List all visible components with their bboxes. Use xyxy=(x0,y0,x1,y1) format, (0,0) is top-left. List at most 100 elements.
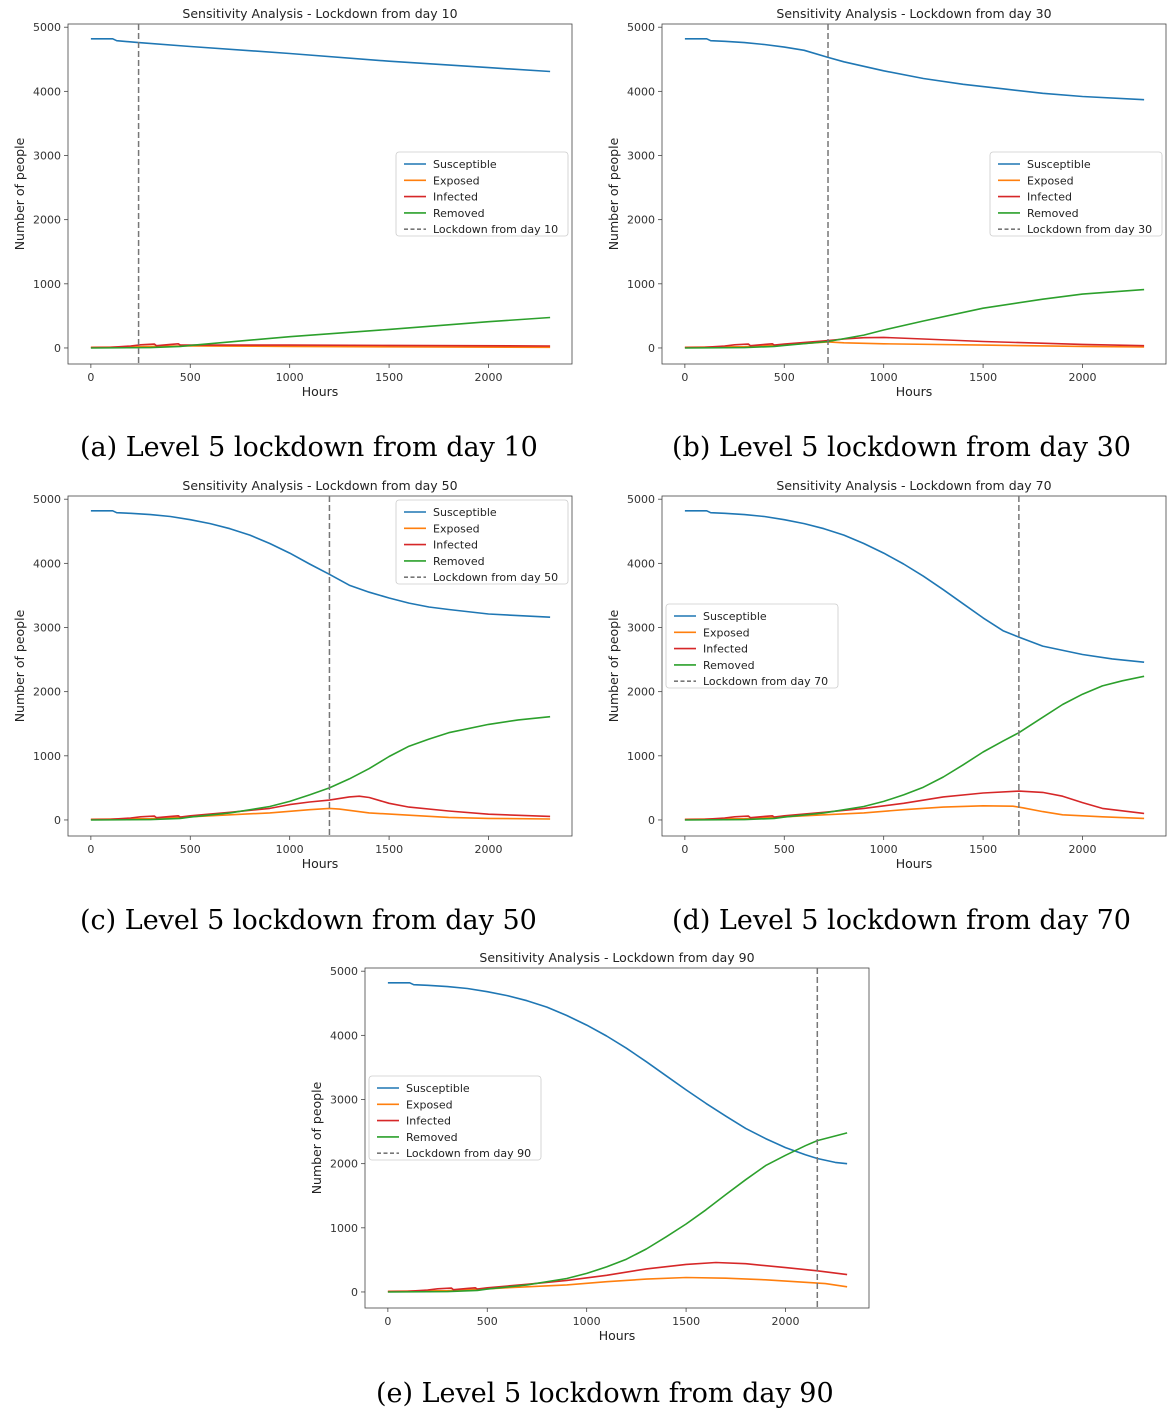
series-line-removed xyxy=(90,316,551,349)
x-tick-label: 1000 xyxy=(276,843,304,856)
x-tick-label: 500 xyxy=(180,843,201,856)
caption-c: (c) Level 5 lockdown from day 50 xyxy=(80,905,537,936)
y-tick-label: 0 xyxy=(648,342,655,355)
chart-title: Sensitivity Analysis - Lockdown from day… xyxy=(182,478,457,493)
x-tick-label: 1500 xyxy=(969,843,997,856)
legend-label: Susceptible xyxy=(433,506,497,519)
y-tick-label: 2000 xyxy=(627,686,655,699)
y-tick-label: 3000 xyxy=(627,150,655,163)
legend-label: Susceptible xyxy=(433,158,497,171)
y-tick-label: 0 xyxy=(351,1286,358,1299)
y-tick-label: 2000 xyxy=(330,1158,358,1171)
legend-box xyxy=(395,151,569,237)
legend-label: Susceptible xyxy=(1027,158,1091,171)
x-tick-label: 500 xyxy=(180,371,201,384)
x-tick-label: 2000 xyxy=(1068,371,1096,384)
legend-label: Removed xyxy=(703,659,755,672)
x-tick-label: 0 xyxy=(87,371,94,384)
x-tick-label: 1500 xyxy=(375,843,403,856)
legend-box xyxy=(368,1075,542,1161)
legend-label: Susceptible xyxy=(406,1082,470,1095)
x-tick-label: 2000 xyxy=(474,843,502,856)
chart-title: Sensitivity Analysis - Lockdown from day… xyxy=(776,6,1051,21)
y-axis-label: Number of people xyxy=(12,609,27,722)
plot-frame xyxy=(661,23,1167,365)
y-tick-label: 4000 xyxy=(33,85,61,98)
legend-label: Exposed xyxy=(406,1098,453,1111)
series-line-removed xyxy=(684,675,1145,821)
legend-label: Exposed xyxy=(703,626,750,639)
series-line-exposed xyxy=(684,341,1145,349)
chart-panel-c: Sensitivity Analysis - Lockdown from day… xyxy=(0,472,584,942)
series-line-infected xyxy=(90,795,551,821)
caption-a: (a) Level 5 lockdown from day 10 xyxy=(80,432,538,463)
y-tick-label: 1000 xyxy=(627,278,655,291)
x-axis-label: Hours xyxy=(896,384,933,399)
series-line-removed xyxy=(90,715,551,821)
y-tick-label: 3000 xyxy=(330,1094,358,1107)
x-tick-label: 1000 xyxy=(870,843,898,856)
legend-label: Infected xyxy=(703,643,748,656)
x-axis-label: Hours xyxy=(302,856,339,871)
x-tick-label: 0 xyxy=(384,1315,391,1328)
legend: Susceptible Exposed Infected Removed Lockdow… xyxy=(989,151,1163,237)
plot-frame xyxy=(364,967,870,1309)
chart-title: Sensitivity Analysis - Lockdown from day… xyxy=(479,950,754,965)
chart-panel-d: Sensitivity Analysis - Lockdown from day… xyxy=(594,472,1168,942)
x-tick-label: 2000 xyxy=(474,371,502,384)
y-tick-label: 2000 xyxy=(627,214,655,227)
legend: Susceptible Exposed Infected Removed Lockdow… xyxy=(368,1075,542,1161)
legend-box xyxy=(395,499,569,585)
chart-panel-a: Sensitivity Analysis - Lockdown from day… xyxy=(0,0,584,470)
chart-svg-3: Sensitivity Analysis - Lockdown from day… xyxy=(606,478,1167,871)
x-tick-label: 0 xyxy=(681,371,688,384)
y-tick-label: 1000 xyxy=(33,278,61,291)
y-tick-label: 5000 xyxy=(330,965,358,978)
y-axis-label: Number of people xyxy=(606,609,621,722)
legend-label: Exposed xyxy=(1027,174,1074,187)
y-tick-label: 4000 xyxy=(627,85,655,98)
series-line-susceptible xyxy=(387,982,848,1165)
chart-title: Sensitivity Analysis - Lockdown from day… xyxy=(182,6,457,21)
x-tick-label: 2000 xyxy=(1068,843,1096,856)
y-tick-label: 0 xyxy=(54,342,61,355)
series-line-susceptible xyxy=(90,510,551,618)
plot-frame xyxy=(661,495,1167,837)
chart-svg-0: Sensitivity Analysis - Lockdown from day… xyxy=(12,6,573,399)
y-tick-label: 5000 xyxy=(33,21,61,34)
series-line-susceptible xyxy=(684,38,1145,101)
y-tick-label: 3000 xyxy=(627,622,655,635)
x-tick-label: 500 xyxy=(774,371,795,384)
legend-label: Removed xyxy=(1027,207,1079,220)
y-tick-label: 0 xyxy=(648,814,655,827)
plot-frame xyxy=(67,495,573,837)
y-tick-label: 2000 xyxy=(33,686,61,699)
chart-panel-b: Sensitivity Analysis - Lockdown from day… xyxy=(594,0,1168,470)
legend: Susceptible Exposed Infected Removed Lockdow… xyxy=(395,151,569,237)
legend-box xyxy=(665,603,839,689)
legend-label: Lockdown from day 10 xyxy=(433,223,558,236)
chart-panel-e: Sensitivity Analysis - Lockdown from day… xyxy=(297,944,881,1412)
legend-label: Lockdown from day 50 xyxy=(433,571,558,584)
y-axis-label: Number of people xyxy=(606,137,621,250)
series-line-infected xyxy=(684,336,1145,349)
legend-label: Lockdown from day 90 xyxy=(406,1147,531,1160)
x-tick-label: 2000 xyxy=(771,1315,799,1328)
y-tick-label: 1000 xyxy=(330,1222,358,1235)
y-tick-label: 5000 xyxy=(627,21,655,34)
y-axis-label: Number of people xyxy=(309,1081,324,1194)
legend-label: Exposed xyxy=(433,174,480,187)
y-tick-label: 5000 xyxy=(627,493,655,506)
series-line-susceptible xyxy=(90,38,551,73)
y-tick-label: 0 xyxy=(54,814,61,827)
y-tick-label: 1000 xyxy=(627,750,655,763)
y-tick-label: 3000 xyxy=(33,150,61,163)
legend-label: Removed xyxy=(406,1131,458,1144)
chart-title: Sensitivity Analysis - Lockdown from day… xyxy=(776,478,1051,493)
plot-frame xyxy=(67,23,573,365)
x-tick-label: 1000 xyxy=(276,371,304,384)
x-tick-label: 1500 xyxy=(375,371,403,384)
x-axis-label: Hours xyxy=(302,384,339,399)
chart-svg-4: Sensitivity Analysis - Lockdown from day… xyxy=(309,950,870,1343)
legend: Susceptible Exposed Infected Removed Lockdow… xyxy=(665,603,839,689)
